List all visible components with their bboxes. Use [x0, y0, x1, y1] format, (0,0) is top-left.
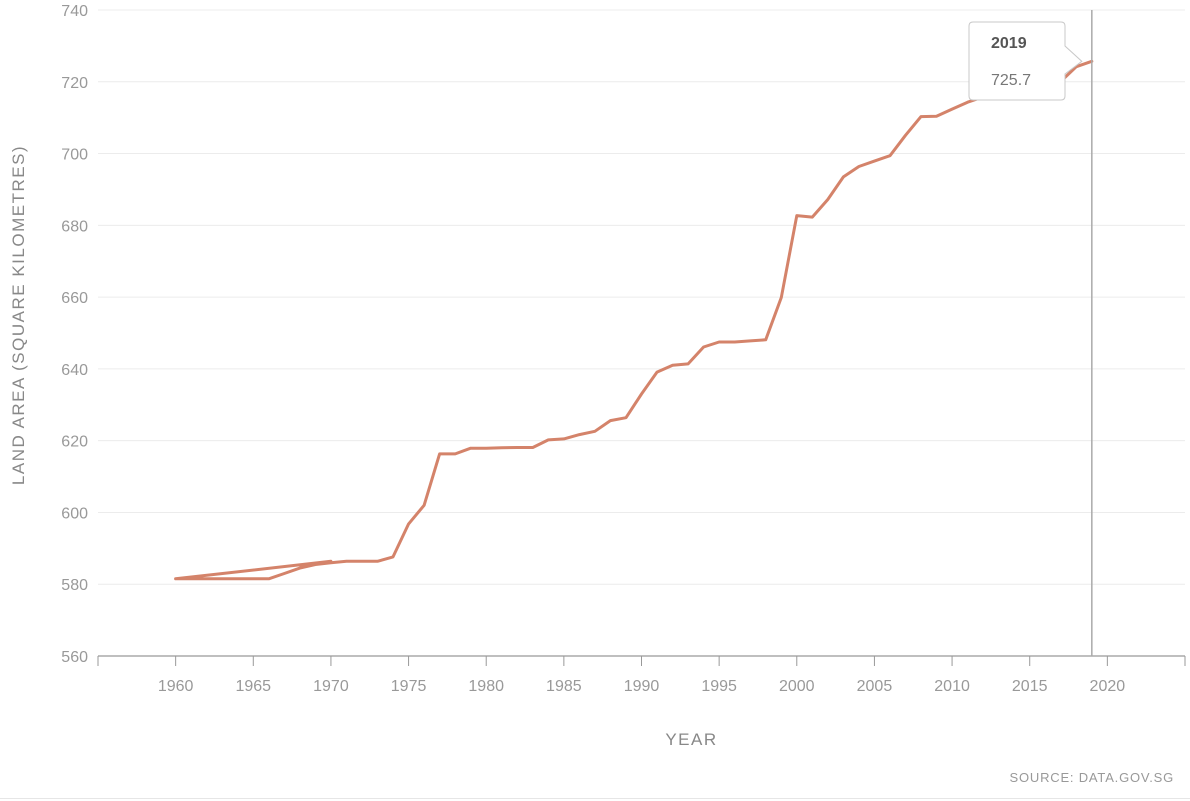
y-tick-label: 720 [61, 75, 88, 92]
tooltip-value: 725.7 [991, 72, 1031, 89]
y-gridlines [98, 9, 1185, 585]
x-tick-label: 1975 [391, 678, 427, 695]
y-axis-title: LAND AREA (SQUARE KILOMETRES) [9, 145, 28, 485]
bottom-divider [0, 798, 1190, 799]
y-tick-labels: 560 580 600 620 640 660 680 700 720 740 [61, 3, 88, 666]
x-tick-label: 1980 [468, 678, 504, 695]
x-tick-label: 2000 [779, 678, 815, 695]
land-area-series-line[interactable] [174, 59, 1094, 581]
x-axis-title: YEAR [665, 730, 717, 749]
x-tick-label: 1985 [546, 678, 582, 695]
y-tick-label: 600 [61, 505, 88, 522]
tooltip-box [968, 21, 1083, 101]
data-point-tooltip: 2019 725.7 [968, 21, 1083, 101]
x-axis [97, 655, 1186, 666]
source-note: SOURCE: DATA.GOV.SG [1009, 770, 1174, 785]
y-tick-label: 660 [61, 290, 88, 307]
y-tick-label: 560 [61, 649, 88, 666]
y-tick-label: 700 [61, 147, 88, 164]
x-tick-label: 1990 [624, 678, 660, 695]
y-tick-label: 640 [61, 362, 88, 379]
x-tick-labels: 1960 1965 1970 1975 1980 1985 1990 1995 2000 2005… [158, 678, 1125, 695]
x-tick-label: 1970 [313, 678, 349, 695]
y-tick-label: 680 [61, 218, 88, 235]
x-tick-label: 1965 [235, 678, 271, 695]
y-tick-label: 580 [61, 577, 88, 594]
x-tick-label: 2015 [1012, 678, 1048, 695]
x-tick-label: 1995 [701, 678, 737, 695]
x-tick-label: 2010 [934, 678, 970, 695]
x-tick-label: 1960 [158, 678, 194, 695]
tooltip-year: 2019 [991, 35, 1027, 52]
x-tick-label: 2020 [1090, 678, 1126, 695]
y-tick-label: 620 [61, 434, 88, 451]
x-tick-label: 2005 [857, 678, 893, 695]
y-tick-label: 740 [61, 3, 88, 20]
